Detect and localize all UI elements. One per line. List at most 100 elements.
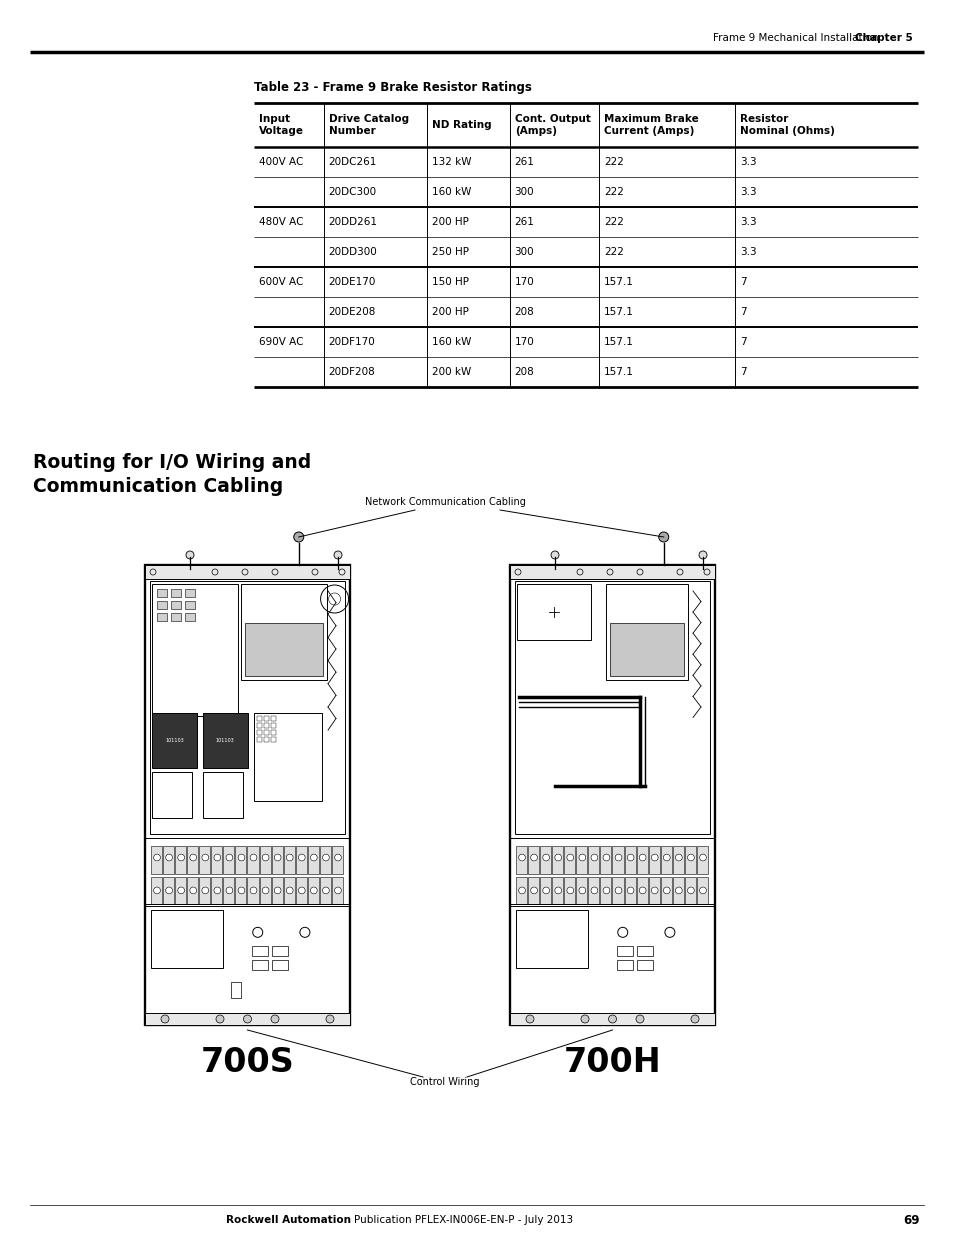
Bar <box>263 736 269 741</box>
Circle shape <box>542 855 549 861</box>
Circle shape <box>518 887 525 894</box>
Circle shape <box>525 1015 534 1023</box>
Circle shape <box>294 532 303 542</box>
Circle shape <box>578 855 585 861</box>
Circle shape <box>250 855 256 861</box>
Text: 700H: 700H <box>563 1046 660 1079</box>
Bar <box>636 960 652 969</box>
Bar <box>171 589 181 597</box>
Bar <box>684 877 695 904</box>
Text: 157.1: 157.1 <box>603 308 634 317</box>
Bar <box>516 846 526 874</box>
Bar <box>283 846 294 874</box>
Circle shape <box>243 1015 252 1023</box>
Bar <box>308 846 318 874</box>
Bar <box>528 877 538 904</box>
Circle shape <box>626 887 634 894</box>
Bar <box>185 613 194 621</box>
Text: Publication PFLEX-IN006E-EN-P - July 2013: Publication PFLEX-IN006E-EN-P - July 201… <box>354 1215 573 1225</box>
Text: 261: 261 <box>514 157 534 167</box>
Bar <box>684 846 695 874</box>
Text: 20DD261: 20DD261 <box>329 217 377 227</box>
Text: 20DE170: 20DE170 <box>329 277 375 287</box>
Bar <box>252 960 268 969</box>
Circle shape <box>591 887 598 894</box>
Bar <box>528 846 538 874</box>
Bar <box>199 877 210 904</box>
Circle shape <box>659 532 668 542</box>
Bar <box>171 613 181 621</box>
Bar <box>157 601 167 609</box>
Bar <box>175 846 186 874</box>
Text: Network Communication Cabling: Network Communication Cabling <box>364 496 525 508</box>
Text: Cont. Output
(Amps): Cont. Output (Amps) <box>514 114 590 136</box>
Circle shape <box>161 1015 169 1023</box>
Text: 7: 7 <box>740 367 746 377</box>
Text: 157.1: 157.1 <box>603 337 634 347</box>
Text: 222: 222 <box>603 186 623 198</box>
Text: 7: 7 <box>740 337 746 347</box>
Bar <box>259 846 271 874</box>
Bar <box>516 910 587 968</box>
Circle shape <box>662 855 669 861</box>
Circle shape <box>166 887 172 894</box>
Circle shape <box>699 551 706 559</box>
Bar <box>515 580 709 834</box>
Circle shape <box>213 855 220 861</box>
Circle shape <box>602 855 609 861</box>
Bar <box>272 846 282 874</box>
Bar <box>660 877 671 904</box>
Bar <box>256 722 261 727</box>
Circle shape <box>580 1015 588 1023</box>
Circle shape <box>699 855 705 861</box>
Bar <box>252 946 268 956</box>
Circle shape <box>186 551 193 559</box>
Bar <box>263 730 269 735</box>
Text: 600V AC: 600V AC <box>258 277 303 287</box>
Bar <box>212 846 222 874</box>
Bar <box>539 877 551 904</box>
Bar <box>171 601 181 609</box>
Bar <box>624 877 635 904</box>
Circle shape <box>591 855 598 861</box>
Bar <box>552 877 562 904</box>
Circle shape <box>322 855 329 861</box>
Bar <box>247 846 258 874</box>
Circle shape <box>271 1015 278 1023</box>
Bar <box>332 877 343 904</box>
Text: 69: 69 <box>902 1214 919 1226</box>
Text: 208: 208 <box>514 308 534 317</box>
Text: 3.3: 3.3 <box>740 157 757 167</box>
Circle shape <box>286 887 293 894</box>
Bar <box>648 846 659 874</box>
Bar <box>599 846 611 874</box>
Text: 480V AC: 480V AC <box>258 217 303 227</box>
Bar <box>187 846 198 874</box>
Bar <box>609 624 683 676</box>
Text: Routing for I/O Wiring and: Routing for I/O Wiring and <box>33 453 311 473</box>
Circle shape <box>690 1015 699 1023</box>
Bar <box>599 877 611 904</box>
Bar <box>588 846 598 874</box>
Text: Communication Cabling: Communication Cabling <box>33 478 283 496</box>
Bar <box>163 846 174 874</box>
Circle shape <box>153 887 160 894</box>
Circle shape <box>177 855 184 861</box>
Bar <box>152 584 237 715</box>
Circle shape <box>636 1015 643 1023</box>
Bar <box>616 946 632 956</box>
Circle shape <box>335 855 341 861</box>
Bar <box>223 877 234 904</box>
Bar <box>624 846 635 874</box>
Circle shape <box>662 887 669 894</box>
Circle shape <box>226 887 233 894</box>
Circle shape <box>326 1015 334 1023</box>
Text: 222: 222 <box>603 247 623 257</box>
Circle shape <box>190 887 196 894</box>
Circle shape <box>177 887 184 894</box>
Circle shape <box>615 887 621 894</box>
Bar <box>151 910 222 968</box>
Bar <box>271 736 275 741</box>
Text: 300: 300 <box>514 247 534 257</box>
Circle shape <box>310 855 317 861</box>
